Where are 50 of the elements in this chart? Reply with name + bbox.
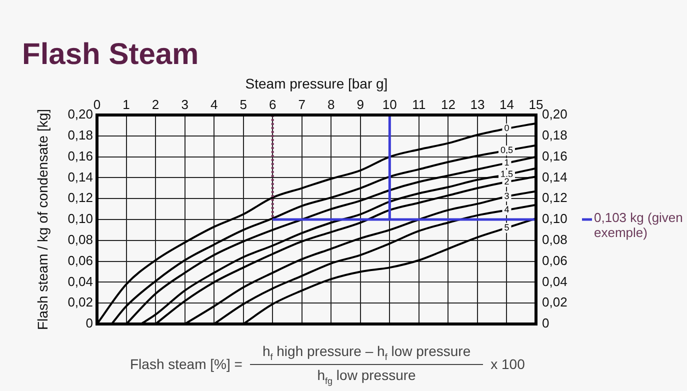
y2-tick-label: 0,02 xyxy=(542,294,568,310)
y2-tick-label: 0,06 xyxy=(542,252,568,268)
y-tick-label: 0,12 xyxy=(68,190,93,206)
x-tick-label: 10 xyxy=(382,96,397,112)
y-tick-label: 0,02 xyxy=(68,294,93,310)
y2-tick-label: 0,12 xyxy=(542,190,568,206)
text: x 100 xyxy=(490,356,525,372)
y2-tick-label: 0,20 xyxy=(542,106,568,122)
x-tick-label: 1 xyxy=(122,96,130,112)
series-label: 3 xyxy=(504,190,510,201)
y-tick-label: 0,14 xyxy=(68,169,93,184)
y-tick-label: 0,18 xyxy=(68,127,93,142)
y-tick-label: 0,20 xyxy=(68,106,93,122)
x-tick-label: 11 xyxy=(412,96,426,112)
x-tick-label: 2 xyxy=(152,96,160,112)
y-tick-label: 0,16 xyxy=(68,148,93,164)
text: h$_{fg}$ low pressure xyxy=(317,366,416,386)
y2-tick-label: 0 xyxy=(542,316,550,331)
x-axis-title: Steam pressure [bar g] xyxy=(245,75,388,92)
series-label: 4 xyxy=(504,204,510,215)
x-tick-label: 5 xyxy=(240,96,247,112)
x-tick-label: 14 xyxy=(500,96,514,112)
y2-tick-label: 0,08 xyxy=(542,232,568,247)
x-tick-label: 9 xyxy=(356,96,364,112)
y-tick-label: 0,04 xyxy=(68,274,93,289)
y-tick-label: 0,08 xyxy=(68,232,93,247)
x-tick-label: 4 xyxy=(210,96,218,112)
text: h$_{f}$ high pressure – h$_{f}$ low pressure xyxy=(250,343,483,365)
y2-tick-label: 0,14 xyxy=(542,169,568,184)
y2-tick-label: 0,04 xyxy=(542,274,568,289)
x-tick-label: 12 xyxy=(440,96,456,112)
text: Flash steam [%] = xyxy=(130,356,242,372)
x-tick-label: 8 xyxy=(328,96,335,112)
text: 0,103 kg (given exemple) xyxy=(594,210,684,240)
x-tick-label: 7 xyxy=(298,96,306,112)
series-label: 1 xyxy=(504,158,510,168)
series-label: 0 xyxy=(504,123,510,134)
y-tick-label: 0,10 xyxy=(68,211,93,226)
x-tick-label: 3 xyxy=(181,96,188,112)
y2-tick-label: 0,16 xyxy=(542,148,568,164)
y-axis-title: Flash steam / kg of condensate [kg] xyxy=(34,108,50,330)
y-tick-label: 0,06 xyxy=(68,252,93,268)
y2-tick-label: 0,18 xyxy=(542,127,568,142)
series-label: 5 xyxy=(504,222,510,232)
x-tick-label: 15 xyxy=(528,96,544,112)
chart-title: Flash Steam xyxy=(22,38,199,72)
y-tick-label: 0 xyxy=(86,316,93,331)
x-tick-label: 6 xyxy=(268,96,276,112)
y2-tick-label: 0,10 xyxy=(542,211,568,226)
x-tick-label: 13 xyxy=(470,96,485,112)
